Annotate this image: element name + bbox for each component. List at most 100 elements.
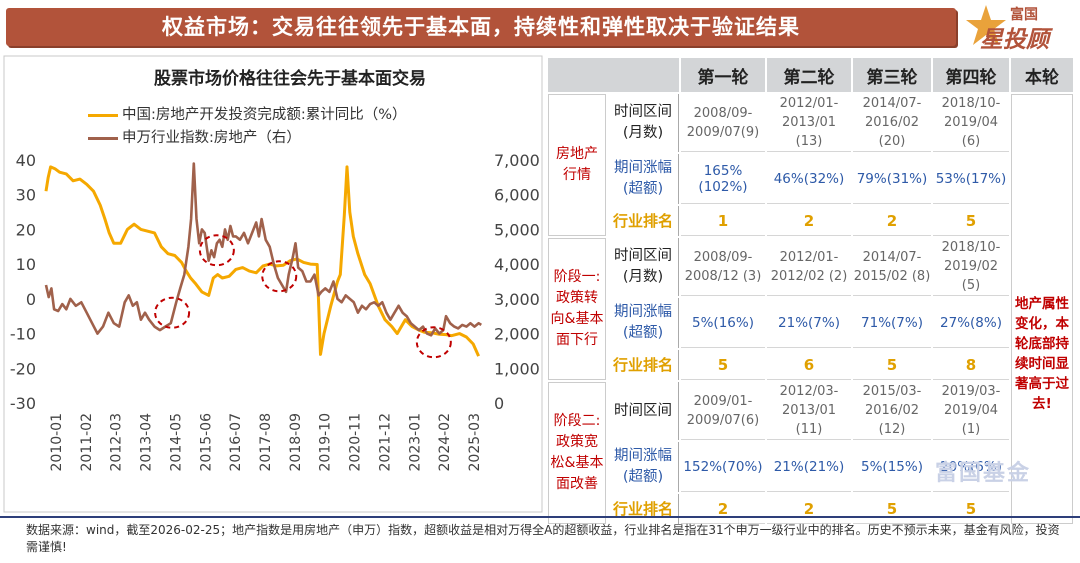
row-label-line: 行业排名 [612, 499, 673, 518]
table-cell-line: 6 [803, 355, 815, 374]
table-cell: 71%(7%) [853, 298, 931, 348]
table-cell: 2018/10- 2019/04 (6) [933, 94, 1009, 152]
table-cell-line: 71%(7%) [861, 314, 923, 331]
table-cell: 5 [933, 494, 1009, 524]
row-label-line: 时间区间 [614, 402, 672, 419]
table-cell: 2009/01- 2009/07(6) [681, 382, 765, 440]
legend-swatch-investment [88, 113, 118, 117]
row-label-line: 期间涨幅 [614, 304, 672, 320]
table-cell-line: 2012/01- [779, 249, 839, 265]
logo-big-text: 星投顾 [980, 27, 1049, 53]
table-cell-line: 2009/07(9) [686, 124, 760, 140]
x-tick-label: 2018-09 [288, 413, 304, 472]
table-cell: 2 [853, 206, 931, 236]
table-cell: 46%(32%) [767, 154, 851, 204]
row-label-line: (月数) [622, 125, 664, 141]
row-label-line: 行业排名 [612, 211, 673, 230]
table-cell: 27%(8%) [933, 298, 1009, 348]
table-cell: 21%(7%) [767, 298, 851, 348]
current-round-note: 地产属性 变化，本 轮底部持 续时间显 著高于过 去! [1012, 294, 1072, 414]
table-row: 行业排名 2 2 5 5 [548, 494, 1073, 524]
group-name-line: 政策转 [556, 290, 598, 306]
row-label: 时间区间 [608, 382, 679, 440]
y-left-tick-label: 0 [26, 290, 36, 309]
x-tick-label: 2020-11 [348, 413, 364, 472]
table-cell: 2008/09- 2008/12 (3) [681, 238, 765, 296]
table-cell-line: 165%(102%) [698, 162, 748, 195]
group-name-line: 松&基本 [550, 455, 604, 471]
table-cell-line: 2012/01- [779, 96, 839, 111]
legend-label-index: 申万行业指数:房地产（右） [122, 130, 301, 146]
table-cell: 20%(6%) [933, 442, 1009, 492]
group-name-line: 阶段一: [553, 269, 601, 285]
legend-label-investment: 中国:房地产开发投资完成额:累计同比（%） [122, 107, 407, 123]
y-right-tick-label: 3,000 [494, 290, 540, 309]
table-cell: 152%(70%) [681, 442, 765, 492]
row-label-line: 时间区间 [614, 248, 672, 264]
table-cell-line: 27%(8%) [940, 314, 1002, 331]
current-round-note-line: 轮底部持 [1015, 336, 1069, 352]
table-cell: 2 [767, 206, 851, 236]
table-cell: 2 [681, 494, 765, 524]
table-header-col: 第二轮 [767, 58, 851, 92]
table-cell-line: 2013/01 (11) [781, 403, 836, 437]
x-tick-label: 2016-07 [228, 413, 244, 472]
table-cell: 2014/07- 2016/02 (20) [853, 94, 931, 152]
table-header-col: 第一轮 [681, 58, 765, 92]
row-label-line: 时间区间 [614, 104, 672, 120]
current-round-note-line: 续时间显 [1015, 356, 1069, 372]
table-cell: 2008/09- 2009/07(9) [681, 94, 765, 152]
table-cell: 6 [767, 350, 851, 380]
row-label: 行业排名 [608, 494, 679, 524]
table-cell-line: 2018/10- [941, 240, 1001, 255]
y-right-tick-label: 4,000 [494, 255, 540, 274]
x-tick-label: 2010-01 [49, 413, 65, 472]
row-label-line: (超额) [622, 469, 664, 485]
current-round-note-line: 著高于过 [1015, 376, 1069, 392]
y-left-tick-label: 10 [16, 255, 36, 274]
group-name-line: 向&基本 [550, 311, 604, 327]
current-round-note-line: 地产属性 [1015, 296, 1069, 312]
row-label-line: 期间涨幅 [614, 160, 672, 176]
chart-frame [3, 55, 543, 513]
title-banner: 权益市场：交易往往领先于基本面，持续性和弹性取决于验证结果 [6, 8, 956, 46]
row-label: 时间区间 (月数) [608, 238, 679, 296]
row-label: 行业排名 [608, 350, 679, 380]
x-tick-label: 2014-05 [168, 413, 184, 472]
y-right-tick-label: 2,000 [494, 325, 540, 344]
current-round-cell: 地产属性 变化，本 轮底部持 续时间显 著高于过 去! [1011, 94, 1073, 524]
table-cell-line: 2018/10- [941, 96, 1001, 111]
table-cell-line: 2 [803, 211, 815, 230]
table-cell-line: 2 [717, 499, 729, 518]
table-header-col: 第四轮 [933, 58, 1009, 92]
group-name-line: 行情 [563, 167, 591, 183]
table-header-col: 第三轮 [853, 58, 931, 92]
x-tick-label: 2021-12 [377, 413, 393, 472]
footer-divider [0, 516, 1080, 518]
table-cell-line: 53%(17%) [935, 170, 1007, 187]
row-label-line: 行业排名 [612, 355, 673, 374]
star-icon [966, 5, 1006, 45]
table-cell-line: 79%(31%) [856, 170, 928, 187]
y-left-tick-label: 20 [16, 220, 36, 239]
table-cell-line: 2008/09- [693, 105, 753, 121]
table-cell-line: 5 [717, 355, 729, 374]
table-cell: 79%(31%) [853, 154, 931, 204]
x-tick-label: 2011-02 [79, 413, 95, 472]
legend-swatch-index [88, 136, 118, 140]
y-left-tick-label: 40 [16, 151, 36, 170]
table-cell-line: 2015/03- [862, 384, 922, 399]
y-right-tick-label: 5,000 [494, 220, 540, 239]
table-cell-line: 2008/09- [693, 249, 753, 265]
table-cell: 5 [853, 350, 931, 380]
table-row: 期间涨幅 (超额) 152%(70%) 21%(21%) 5%(15%) 20%(6%) [548, 442, 1073, 492]
table-cell-line: 5 [965, 499, 977, 518]
table-cell-line: 2 [803, 499, 815, 518]
table-cell: 2014/07- 2015/02 (8) [853, 238, 931, 296]
brand-logo: 富国 星投顾 [964, 2, 1076, 53]
table-cell: 2015/03- 2016/02 (12) [853, 382, 931, 440]
watermark: 富国基金 [935, 461, 1032, 486]
row-label: 期间涨幅 (超额) [608, 154, 679, 204]
table-cell: 165%(102%) [681, 154, 765, 204]
table-cell: 2018/10- 2019/02 (5) [933, 238, 1009, 296]
